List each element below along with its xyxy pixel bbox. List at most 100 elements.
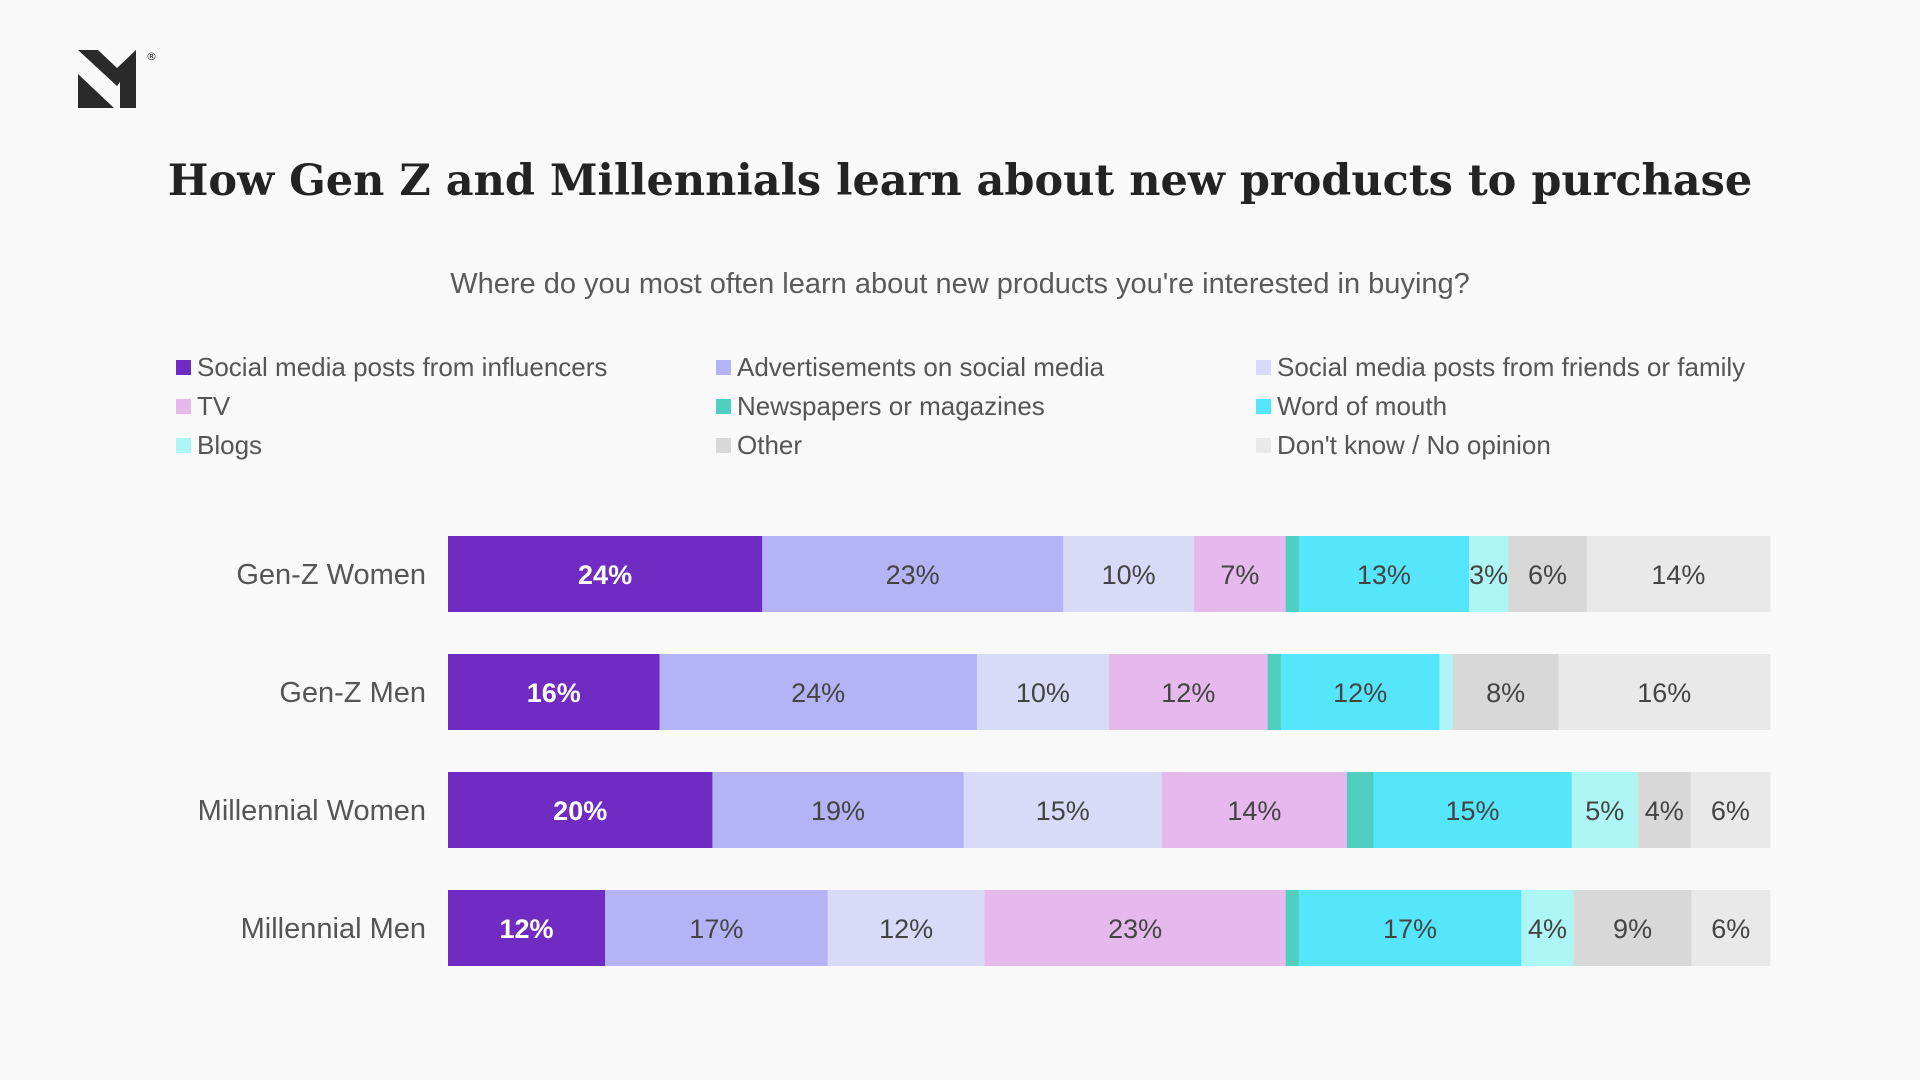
legend-swatch-social-media-posts-from-friends-or-family xyxy=(1256,360,1271,375)
data-label-gen-z-women-advertisements-on-social-media: 23% xyxy=(886,560,940,590)
legend-label-word-of-mouth: Word of mouth xyxy=(1277,391,1448,421)
bar-segment-gen-z-women-tv xyxy=(1194,536,1287,612)
legend-swatch-other xyxy=(716,438,731,453)
legend-item-advertisements-on-social-media: Advertisements on social media xyxy=(716,352,1104,383)
bar-segment-millennial-women-advertisements-on-social-media xyxy=(712,772,964,848)
data-label-millennial-men-blogs: 4% xyxy=(1528,914,1567,944)
bar-segment-gen-z-women-advertisements-on-social-media xyxy=(762,536,1064,612)
data-label-millennial-women-other: 4% xyxy=(1645,796,1684,826)
legend-label-other: Other xyxy=(737,430,803,460)
bar-segment-millennial-men-word-of-mouth xyxy=(1298,890,1522,966)
legend-label-social-media-posts-from-influencers: Social media posts from influencers xyxy=(197,352,608,382)
data-label-millennial-women-word-of-mouth: 15% xyxy=(1446,796,1500,826)
legend-label-social-media-posts-from-friends-or-family: Social media posts from friends or famil… xyxy=(1277,352,1746,382)
bar-segment-millennial-women-social-media-posts-from-influencers xyxy=(448,772,713,848)
legend-swatch-word-of-mouth xyxy=(1256,399,1271,414)
bar-segment-gen-z-men-tv xyxy=(1109,654,1269,730)
legend-item-don-t-know-no-opinion: Don't know / No opinion xyxy=(1256,430,1551,461)
bar-segment-gen-z-men-blogs xyxy=(1439,654,1454,730)
data-label-gen-z-women-social-media-posts-from-influencers: 24% xyxy=(578,560,632,590)
data-label-gen-z-women-blogs: 3% xyxy=(1469,560,1508,590)
category-label-gen-z-women: Gen-Z Women xyxy=(236,559,426,591)
bar-segment-gen-z-women-other xyxy=(1508,536,1588,612)
bar-row-millennial-women: Millennial Women 20% 19% 15% 14% 15% 5% 4% 6% xyxy=(198,772,1771,848)
legend-label-don-t-know-no-opinion: Don't know / No opinion xyxy=(1277,430,1551,460)
data-label-millennial-women-blogs: 5% xyxy=(1585,796,1624,826)
bar-row-gen-z-men: Gen-Z Men 16% 24% 10% 12% 12% 8% 16% xyxy=(279,654,1771,730)
data-label-gen-z-women-word-of-mouth: 13% xyxy=(1357,560,1411,590)
bar-segment-millennial-men-social-media-posts-from-influencers xyxy=(448,890,606,966)
bar-segment-millennial-women-word-of-mouth xyxy=(1373,772,1573,848)
data-label-millennial-men-other: 9% xyxy=(1613,914,1652,944)
brand-logo-icon: ® xyxy=(78,50,157,108)
legend-item-newspapers-or-magazines: Newspapers or magazines xyxy=(716,391,1045,422)
data-label-millennial-women-social-media-posts-from-influencers: 20% xyxy=(553,796,607,826)
data-label-gen-z-women-social-media-posts-from-friends-or-family: 10% xyxy=(1102,560,1156,590)
category-label-gen-z-men: Gen-Z Men xyxy=(279,677,426,709)
data-label-millennial-men-don-t-know-no-opinion: 6% xyxy=(1711,914,1750,944)
legend-item-tv: TV xyxy=(176,391,230,422)
bar-segment-gen-z-men-other xyxy=(1452,654,1559,730)
category-label-millennial-women: Millennial Women xyxy=(198,795,426,827)
data-label-millennial-men-social-media-posts-from-friends-or-family: 12% xyxy=(879,914,933,944)
legend-item-social-media-posts-from-friends-or-family: Social media posts from friends or famil… xyxy=(1256,352,1745,383)
bar-segment-millennial-men-other xyxy=(1573,890,1692,966)
bar-segment-gen-z-women-social-media-posts-from-influencers xyxy=(448,536,763,612)
bar-segment-millennial-men-newspapers-or-magazines xyxy=(1285,890,1300,966)
legend-label-advertisements-on-social-media: Advertisements on social media xyxy=(737,352,1105,382)
bar-segment-gen-z-men-don-t-know-no-opinion xyxy=(1558,654,1771,730)
bar-segment-millennial-men-tv xyxy=(984,890,1287,966)
bar-segment-gen-z-men-advertisements-on-social-media xyxy=(659,654,978,730)
legend-item-word-of-mouth: Word of mouth xyxy=(1256,391,1447,422)
bar-segment-millennial-women-newspapers-or-magazines xyxy=(1346,772,1374,848)
legend-label-blogs: Blogs xyxy=(197,430,263,460)
bar-segment-gen-z-women-social-media-posts-from-friends-or-family xyxy=(1063,536,1195,612)
bar-segment-millennial-women-don-t-know-no-opinion xyxy=(1690,772,1771,848)
bar-segment-gen-z-men-word-of-mouth xyxy=(1280,654,1440,730)
data-label-gen-z-men-word-of-mouth: 12% xyxy=(1333,678,1387,708)
bar-segment-gen-z-men-newspapers-or-magazines xyxy=(1267,654,1282,730)
data-label-millennial-women-advertisements-on-social-media: 19% xyxy=(811,796,865,826)
data-label-gen-z-women-don-t-know-no-opinion: 14% xyxy=(1651,560,1705,590)
bar-segment-millennial-men-social-media-posts-from-friends-or-family xyxy=(827,890,986,966)
data-label-millennial-women-social-media-posts-from-friends-or-family: 15% xyxy=(1036,796,1090,826)
bar-segment-millennial-women-other xyxy=(1637,772,1692,848)
data-label-gen-z-women-tv: 7% xyxy=(1220,560,1259,590)
legend-label-tv: TV xyxy=(197,391,231,421)
chart-title: How Gen Z and Millennials learn about ne… xyxy=(167,156,1753,206)
bar-segment-gen-z-men-social-media-posts-from-friends-or-family xyxy=(976,654,1110,730)
bar-row-millennial-men: Millennial Men 12% 17% 12% 23% 17% 4% 9% 6% xyxy=(241,890,1771,966)
legend-swatch-blogs xyxy=(176,438,191,453)
legend-item-blogs: Blogs xyxy=(176,430,262,461)
legend-item-other: Other xyxy=(716,430,802,461)
data-label-gen-z-men-social-media-posts-from-influencers: 16% xyxy=(527,678,581,708)
category-label-millennial-men: Millennial Men xyxy=(241,913,426,945)
data-label-gen-z-men-tv: 12% xyxy=(1161,678,1215,708)
bar-row-gen-z-women: Gen-Z Women 24% 23% 10% 7% 13% 3% 6% 14% xyxy=(236,536,1771,612)
bar-segment-millennial-men-advertisements-on-social-media xyxy=(605,890,828,966)
bar-segment-millennial-women-tv xyxy=(1161,772,1348,848)
data-label-millennial-men-advertisements-on-social-media: 17% xyxy=(689,914,743,944)
data-label-millennial-women-don-t-know-no-opinion: 6% xyxy=(1711,796,1750,826)
bar-segment-gen-z-women-newspapers-or-magazines xyxy=(1285,536,1300,612)
bar-segment-millennial-men-blogs xyxy=(1521,890,1575,966)
bar-segment-millennial-women-social-media-posts-from-friends-or-family xyxy=(963,772,1163,848)
legend-swatch-don-t-know-no-opinion xyxy=(1256,438,1271,453)
bar-segment-millennial-women-blogs xyxy=(1571,772,1639,848)
bar-segment-gen-z-women-blogs xyxy=(1468,536,1509,612)
data-label-gen-z-men-don-t-know-no-opinion: 16% xyxy=(1637,678,1691,708)
chart-subtitle: Where do you most often learn about new … xyxy=(450,268,1470,300)
bar-segment-gen-z-women-word-of-mouth xyxy=(1298,536,1470,612)
legend-label-newspapers-or-magazines: Newspapers or magazines xyxy=(737,391,1045,421)
svg-text:®: ® xyxy=(146,50,157,63)
legend-swatch-advertisements-on-social-media xyxy=(716,360,731,375)
data-label-millennial-women-tv: 14% xyxy=(1227,796,1281,826)
bar-segment-gen-z-women-don-t-know-no-opinion xyxy=(1586,536,1771,612)
bar-segment-gen-z-men-social-media-posts-from-influencers xyxy=(448,654,660,730)
data-label-millennial-men-word-of-mouth: 17% xyxy=(1383,914,1437,944)
data-label-millennial-men-social-media-posts-from-influencers: 12% xyxy=(500,914,554,944)
data-label-gen-z-men-advertisements-on-social-media: 24% xyxy=(791,678,845,708)
data-label-millennial-men-tv: 23% xyxy=(1108,914,1162,944)
legend-item-social-media-posts-from-influencers: Social media posts from influencers xyxy=(176,352,607,383)
legend-swatch-tv xyxy=(176,399,191,414)
